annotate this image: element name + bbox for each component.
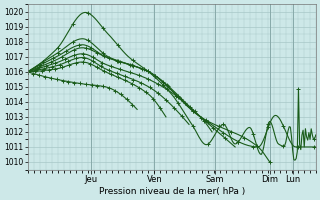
X-axis label: Pression niveau de la mer( hPa ): Pression niveau de la mer( hPa ) — [99, 187, 245, 196]
